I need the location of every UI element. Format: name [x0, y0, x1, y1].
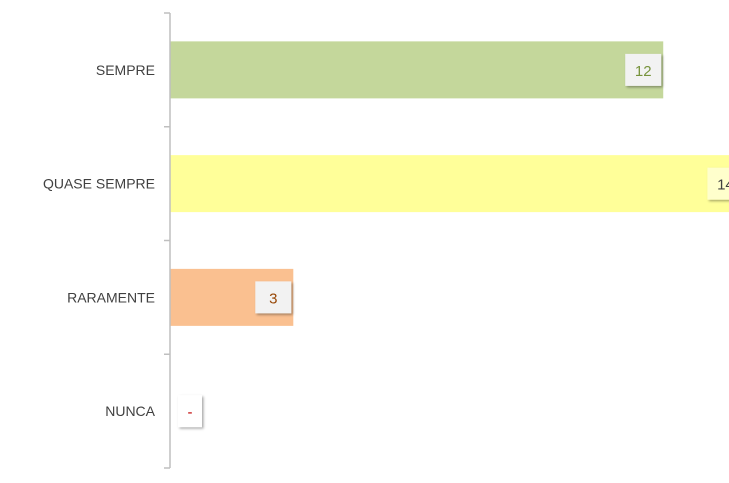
category-label: NUNCA: [105, 403, 155, 419]
bars-layer: [170, 41, 729, 326]
data-label: 3: [255, 281, 292, 314]
category-label: SEMPRE: [96, 62, 155, 78]
data-label: 12: [625, 53, 662, 86]
category-axis: SEMPRE QUASE SEMPRE RARAMENTE NUNCA: [43, 12, 171, 469]
category-label: QUASE SEMPRE: [43, 176, 155, 192]
data-label: -: [178, 395, 202, 428]
bar-sempre: [170, 41, 664, 99]
data-label-text: 12: [635, 63, 652, 80]
bar-quase-sempre: [170, 155, 729, 213]
category-label: RARAMENTE: [67, 289, 155, 305]
data-label-text: 14: [717, 177, 729, 194]
data-label: 14: [707, 167, 729, 200]
data-label-text: -: [188, 404, 193, 421]
data-labels-layer: 12 14 3 -: [178, 53, 729, 428]
data-label-text: 3: [269, 290, 277, 307]
